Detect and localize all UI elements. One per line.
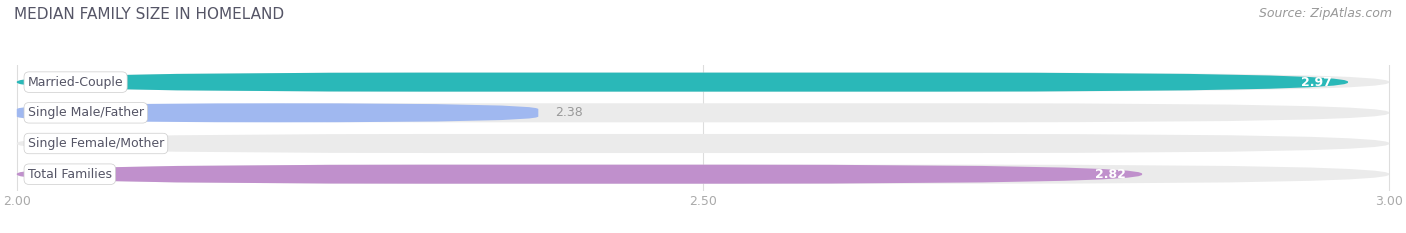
Text: 2.00: 2.00 xyxy=(34,137,60,150)
Text: 2.82: 2.82 xyxy=(1095,168,1126,181)
Text: Single Female/Mother: Single Female/Mother xyxy=(28,137,165,150)
FancyBboxPatch shape xyxy=(17,103,1389,122)
Text: 2.97: 2.97 xyxy=(1301,76,1331,89)
Text: Source: ZipAtlas.com: Source: ZipAtlas.com xyxy=(1258,7,1392,20)
FancyBboxPatch shape xyxy=(17,103,538,122)
Text: Married-Couple: Married-Couple xyxy=(28,76,124,89)
FancyBboxPatch shape xyxy=(17,134,1389,153)
Text: MEDIAN FAMILY SIZE IN HOMELAND: MEDIAN FAMILY SIZE IN HOMELAND xyxy=(14,7,284,22)
FancyBboxPatch shape xyxy=(17,165,1389,184)
FancyBboxPatch shape xyxy=(17,73,1348,92)
Text: Total Families: Total Families xyxy=(28,168,112,181)
Text: Single Male/Father: Single Male/Father xyxy=(28,106,143,119)
FancyBboxPatch shape xyxy=(17,73,1389,92)
FancyBboxPatch shape xyxy=(17,165,1142,184)
Text: 2.38: 2.38 xyxy=(555,106,582,119)
